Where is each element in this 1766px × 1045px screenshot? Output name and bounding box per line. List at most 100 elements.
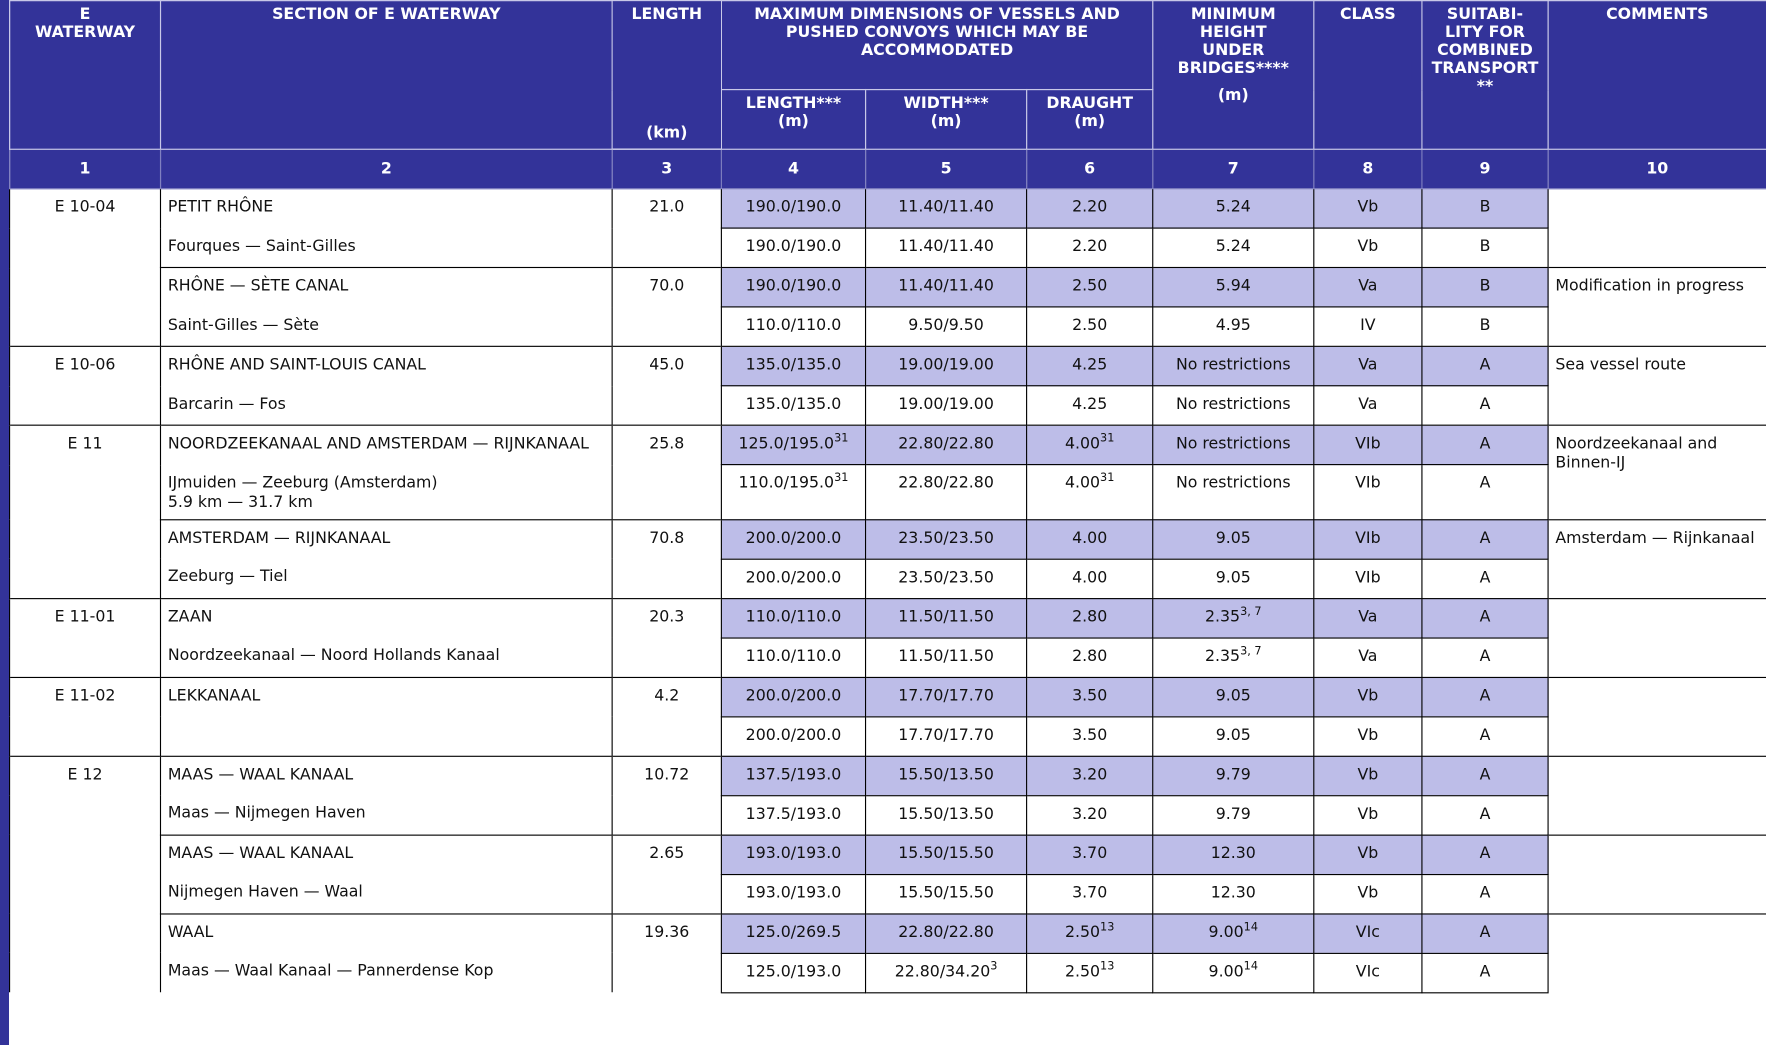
length-cell: 19.36 [612, 913, 721, 992]
data-cell: 135.0/135.0 [721, 386, 865, 425]
table-row: 200.0/200.017.70/17.703.509.05VbA [10, 716, 1766, 755]
section-cell: Fourques — Saint-Gilles [160, 228, 612, 267]
section-cell: IJmuiden — Zeeburg (Amsterdam) 5.9 km — … [160, 465, 612, 520]
data-cell: A [1422, 913, 1548, 952]
data-cell: 9.05 [1153, 519, 1314, 558]
data-cell: Va [1314, 386, 1422, 425]
data-cell: 17.70/17.70 [866, 716, 1027, 755]
data-cell: Vb [1314, 716, 1422, 755]
length-cell: 21.0 [612, 189, 721, 268]
data-cell: 2.353, 7 [1153, 598, 1314, 637]
data-cell: Vb [1314, 835, 1422, 874]
section-cell: MAAS — WAAL KANAAL [160, 756, 612, 795]
cell-value: 4.00 [1065, 435, 1100, 453]
footnote-ref: 3, 7 [1240, 645, 1262, 657]
data-cell: 125.0/193.0 [721, 953, 865, 992]
data-cell: No restrictions [1153, 465, 1314, 520]
footnote-ref: 14 [1244, 921, 1258, 933]
data-cell: B [1422, 267, 1548, 306]
length-cell: 10.72 [612, 756, 721, 835]
header-cell: SECTION OF E WATERWAY [160, 1, 612, 150]
data-cell: A [1422, 795, 1548, 834]
data-cell: 11.40/11.40 [866, 189, 1027, 228]
data-cell: 5.94 [1153, 267, 1314, 306]
data-cell: 15.50/13.50 [866, 756, 1027, 795]
data-cell: 200.0/200.0 [721, 716, 865, 755]
data-cell: A [1422, 637, 1548, 676]
data-cell: Vb [1314, 189, 1422, 228]
header-cell: MINIMUM HEIGHT UNDER BRIDGES****(m) [1153, 1, 1314, 150]
data-cell: 9.0014 [1153, 953, 1314, 992]
table-row: E 11-01ZAAN20.3110.0/110.011.50/11.502.8… [10, 598, 1766, 637]
data-cell: 5.24 [1153, 228, 1314, 267]
header-cell: LENGTH*** (m) [721, 90, 865, 150]
column-number: 8 [1314, 149, 1422, 188]
data-cell: 190.0/190.0 [721, 267, 865, 306]
column-number: 1 [10, 149, 161, 188]
length-cell: 45.0 [612, 346, 721, 425]
data-cell: 125.0/195.031 [721, 425, 865, 464]
data-cell: A [1422, 465, 1548, 520]
waterway-table: E WATERWAY SECTION OF E WATERWAY LENGTH(… [9, 0, 1766, 993]
data-cell: 19.00/19.00 [866, 386, 1027, 425]
data-cell: A [1422, 598, 1548, 637]
length-cell: 70.0 [612, 267, 721, 346]
data-cell: 2.20 [1027, 189, 1153, 228]
data-cell: 3.70 [1027, 874, 1153, 913]
data-cell: Vb [1314, 874, 1422, 913]
data-cell: 137.5/193.0 [721, 795, 865, 834]
comment-cell: Noordzeekanaal and Binnen-IJ [1548, 425, 1766, 519]
data-cell: Vb [1314, 677, 1422, 716]
waterway-cell: E 10-04 [10, 189, 161, 347]
header-cell: CLASS [1314, 1, 1422, 150]
section-cell: Maas — Nijmegen Haven [160, 795, 612, 834]
data-cell: 11.40/11.40 [866, 267, 1027, 306]
data-cell: 190.0/190.0 [721, 228, 865, 267]
section-cell: NOORDZEEKANAAL AND AMSTERDAM — RIJNKANAA… [160, 425, 612, 464]
data-cell: A [1422, 677, 1548, 716]
waterway-cell: E 12 [10, 756, 161, 993]
header-cell: E WATERWAY [10, 1, 161, 150]
data-cell: Vb [1314, 756, 1422, 795]
data-cell: 22.80/22.80 [866, 465, 1027, 520]
data-cell: Va [1314, 598, 1422, 637]
data-cell: 200.0/200.0 [721, 559, 865, 598]
data-cell: 5.24 [1153, 189, 1314, 228]
column-number: 10 [1548, 149, 1766, 188]
data-cell: 9.79 [1153, 756, 1314, 795]
page: E WATERWAY SECTION OF E WATERWAY LENGTH(… [0, 0, 1766, 1045]
data-cell: VIb [1314, 519, 1422, 558]
cell-value: 2.50 [1065, 923, 1100, 941]
data-cell: 11.50/11.50 [866, 637, 1027, 676]
data-cell: A [1422, 386, 1548, 425]
section-cell: PETIT RHÔNE [160, 189, 612, 228]
cell-value: 22.80/34.20 [895, 962, 991, 980]
data-cell: A [1422, 559, 1548, 598]
data-cell: Va [1314, 637, 1422, 676]
data-cell: 9.05 [1153, 559, 1314, 598]
header-cell: LENGTH(km) [612, 1, 721, 150]
data-cell: 3.70 [1027, 835, 1153, 874]
section-cell: ZAAN [160, 598, 612, 637]
data-cell: 11.50/11.50 [866, 598, 1027, 637]
footnote-ref: 31 [834, 432, 848, 444]
data-cell: Va [1314, 346, 1422, 385]
data-cell: 2.353, 7 [1153, 637, 1314, 676]
comment-cell [1548, 598, 1766, 677]
data-cell: 2.50 [1027, 267, 1153, 306]
table-row: E 11NOORDZEEKANAAL AND AMSTERDAM — RIJNK… [10, 425, 1766, 464]
comment-cell: Modification in progress [1548, 267, 1766, 346]
data-cell: A [1422, 519, 1548, 558]
header-cell: MAXIMUM DIMENSIONS OF VESSELS AND PUSHED… [721, 1, 1152, 90]
section-cell: Zeeburg — Tiel [160, 559, 612, 598]
table-row: E 11-02LEKKANAAL4.2200.0/200.017.70/17.7… [10, 677, 1766, 716]
data-cell: 2.5013 [1027, 913, 1153, 952]
section-cell: LEKKANAAL [160, 677, 612, 716]
data-cell: 11.40/11.40 [866, 228, 1027, 267]
length-cell: 2.65 [612, 835, 721, 914]
data-cell: 17.70/17.70 [866, 677, 1027, 716]
column-number: 9 [1422, 149, 1548, 188]
footnote-ref: 31 [1100, 432, 1114, 444]
data-cell: 19.00/19.00 [866, 346, 1027, 385]
